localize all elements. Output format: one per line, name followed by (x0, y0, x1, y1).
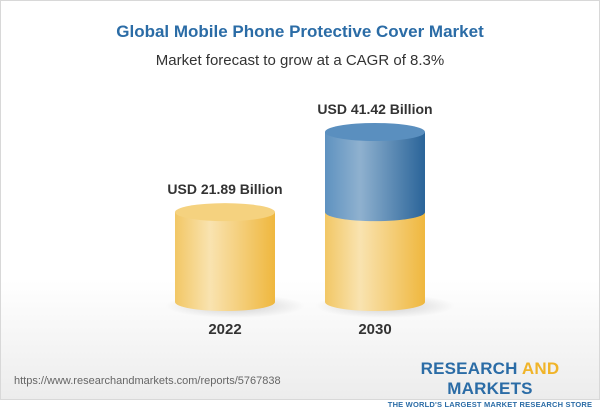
data-label: USD 41.42 Billion (317, 101, 432, 117)
bar-2030-growth-body (325, 132, 425, 222)
source-url[interactable]: https://www.researchandmarkets.com/repor… (14, 375, 281, 387)
logo-text-1: RESEARCH (420, 359, 522, 378)
bar-2022-base-body (175, 212, 275, 311)
category-label: 2030 (358, 321, 391, 338)
chart-title: Global Mobile Phone Protective Cover Mar… (116, 22, 484, 41)
data-label: USD 21.89 Billion (167, 181, 282, 197)
bar-2022-top (175, 203, 275, 222)
category-label: 2022 (208, 321, 241, 338)
logo-text-2: AND (521, 359, 560, 378)
logo-text-3: MARKETS (447, 379, 533, 398)
logo: RESEARCH AND MARKETS THE WORLD'S LARGEST… (385, 359, 595, 409)
bar-2030-base-body (325, 212, 425, 311)
logo-tagline: THE WORLD'S LARGEST MARKET RESEARCH STOR… (387, 400, 593, 409)
chart: USD 21.89 Billion 2022 USD 41.42 Billion 20… (165, 101, 455, 338)
chart-subtitle: Market forecast to grow at a CAGR of 8.3… (155, 52, 445, 69)
bar-2030-top (325, 123, 425, 141)
